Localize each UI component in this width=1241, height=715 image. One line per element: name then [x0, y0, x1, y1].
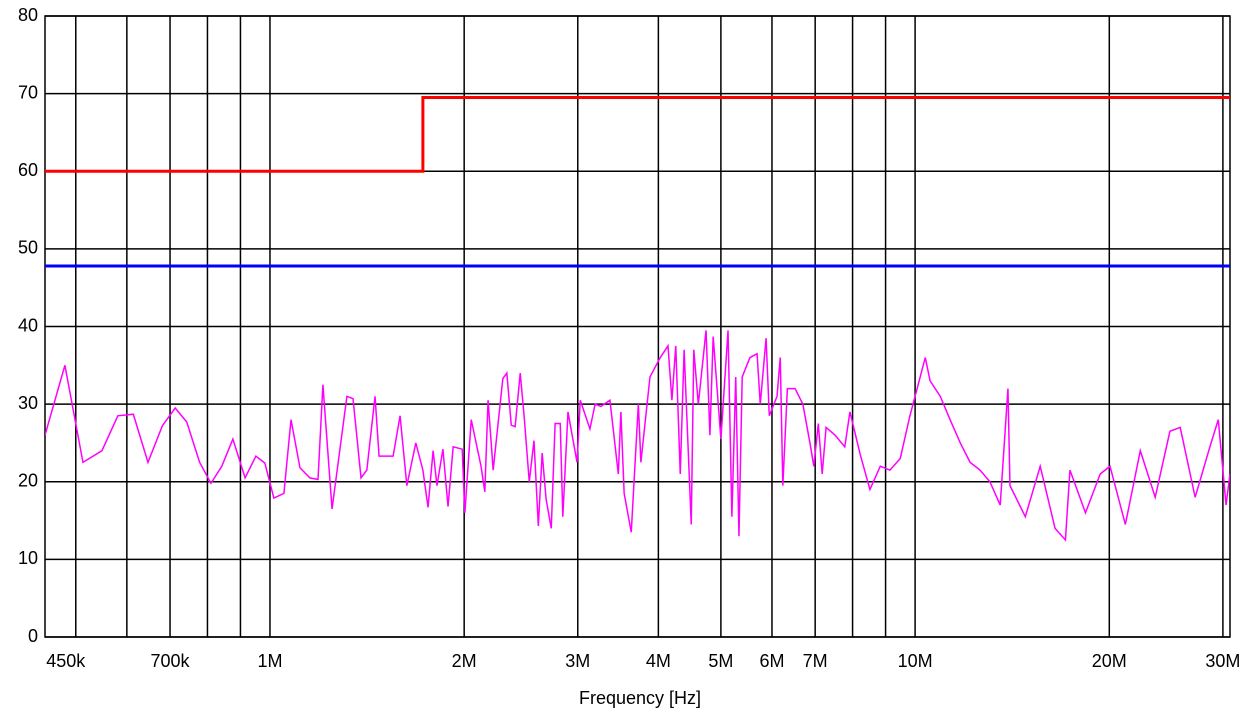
x-axis-label: Frequency [Hz]	[579, 688, 701, 708]
x-tick-label: 2M	[452, 651, 477, 671]
x-tick-label: 6M	[759, 651, 784, 671]
x-tick-label: 450k	[46, 651, 86, 671]
x-tick-label: 5M	[708, 651, 733, 671]
x-tick-label: 700k	[151, 651, 191, 671]
x-tick-label: 10M	[898, 651, 933, 671]
series-line	[45, 330, 1230, 542]
series-line	[45, 96, 1230, 173]
x-tick-label: 7M	[803, 651, 828, 671]
x-tick-label: 1M	[257, 651, 282, 671]
x-tick-label: 20M	[1092, 651, 1127, 671]
y-tick-label: 70	[18, 82, 38, 102]
x-tick-label: 4M	[646, 651, 671, 671]
y-tick-label: 10	[18, 548, 38, 568]
y-tick-label: 40	[18, 315, 38, 335]
x-tick-label: 3M	[565, 651, 590, 671]
y-tick-label: 30	[18, 393, 38, 413]
y-tick-label: 0	[28, 626, 38, 646]
y-tick-label: 80	[18, 5, 38, 25]
y-tick-label: 60	[18, 160, 38, 180]
x-tick-label: 30M	[1205, 651, 1240, 671]
y-tick-label: 50	[18, 238, 38, 258]
plot-border	[44, 15, 1231, 638]
y-tick-label: 20	[18, 471, 38, 491]
